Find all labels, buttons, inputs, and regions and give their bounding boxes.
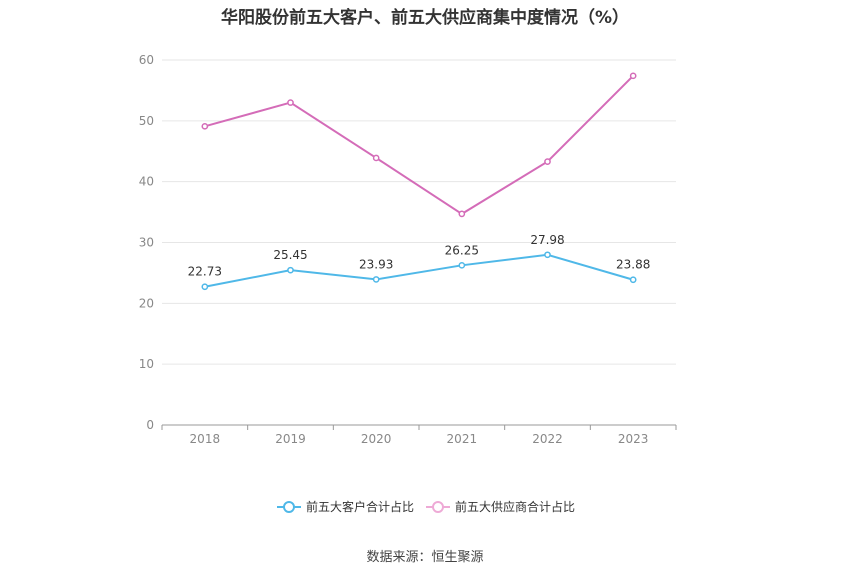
y-tick-label: 50 [139,114,154,128]
data-label: 27.98 [530,233,564,247]
data-point [544,158,551,165]
legend-label: 前五大客户合计占比 [306,499,414,514]
legend-item: 前五大客户合计占比 [277,499,414,514]
series-line [204,253,634,288]
y-tick-label: 30 [139,236,154,250]
y-tick-label: 10 [139,357,154,371]
legend-item: 前五大供应商合计占比 [426,499,575,514]
data-label: 22.73 [188,265,222,279]
data-point [201,283,209,291]
chart-source: 数据来源：恒生聚源 [366,550,484,565]
x-tick-label: 2020 [361,432,392,446]
x-tick-label: 2019 [275,432,306,446]
x-tick-label: 2018 [190,432,221,446]
y-axis-ticks: 0 10 20 30 40 50 60 [139,53,154,432]
y-tick-label: 40 [139,175,154,189]
series-2 [201,72,637,218]
y-tick-label: 0 [146,418,154,432]
data-point [458,261,466,269]
data-point [629,276,637,284]
data-point [287,266,294,274]
chart-title: 华阳股份前五大客户、前五大供应商集中度情况（%） [220,8,630,28]
data-label: 25.45 [273,248,307,262]
y-tick-label: 60 [139,53,154,67]
x-tick-label: 2022 [532,432,563,446]
data-point [544,251,551,259]
series-1: 22.73 25.45 23.93 26.25 27.98 23.88 [188,233,650,291]
data-point [201,122,209,130]
x-axis-ticks: 2018 2019 2020 2021 2022 2023 [161,425,677,446]
data-point [372,154,380,162]
series-line [204,75,634,216]
legend-label: 前五大供应商合计占比 [455,499,575,514]
series-group: 22.73 25.45 23.93 26.25 27.98 23.88 [188,72,650,291]
x-tick-label: 2021 [447,432,478,446]
data-point [372,276,380,283]
y-tick-label: 20 [139,296,154,310]
data-label: 23.88 [616,258,650,272]
legend: 前五大客户合计占比 前五大供应商合计占比 [277,499,575,514]
grid-lines [162,59,676,365]
x-tick-label: 2023 [618,432,649,446]
data-point [629,72,637,80]
data-label: 26.25 [445,243,479,257]
data-point [287,99,294,106]
legend-marker [283,501,295,513]
legend-marker [432,501,444,513]
data-point [458,210,466,218]
data-label: 23.93 [359,257,393,271]
